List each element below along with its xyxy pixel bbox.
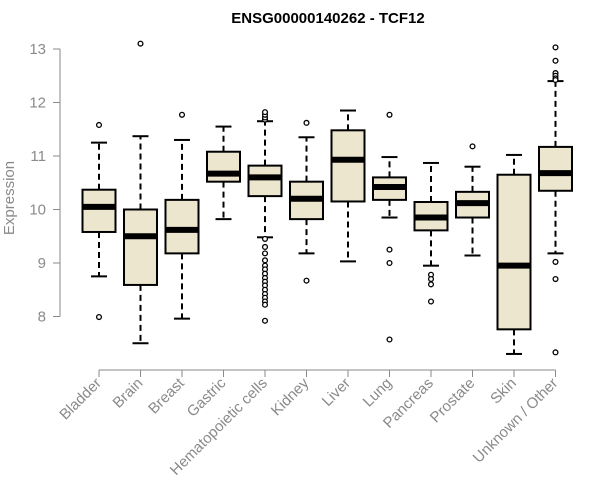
iqr-box [330, 129, 366, 203]
box-brain [123, 40, 158, 345]
x-tick-label: Skin [487, 375, 520, 408]
iqr-box [538, 145, 573, 192]
outlier-point [261, 243, 269, 251]
box-bladder [81, 121, 117, 321]
y-tick-label: 9 [38, 255, 46, 272]
x-tick-label: Bladder [56, 375, 105, 424]
y-tick-label: 13 [29, 41, 46, 58]
outlier-point [552, 275, 559, 283]
outlier-point [303, 119, 310, 126]
outlier-point [427, 298, 435, 305]
outlier-point [178, 111, 186, 118]
iqr-box [496, 173, 532, 331]
box-skin [496, 153, 532, 355]
y-axis: 8 9 10 11 12 13 [29, 41, 61, 326]
outlier-point [261, 235, 269, 242]
iqr-box [247, 164, 283, 198]
outlier-point [95, 313, 103, 321]
outlier-point [303, 277, 310, 284]
y-tick-label: 10 [29, 202, 46, 219]
outlier-point [386, 259, 393, 267]
outlier-point [427, 281, 435, 288]
y-axis-label: Expression [1, 161, 18, 235]
outlier-point [386, 336, 393, 343]
outlier-point [95, 121, 103, 129]
x-tick-label: Lung [360, 375, 396, 411]
box-pancreas [413, 161, 449, 305]
chart-title: ENSG00000140262 - TCF12 [231, 10, 424, 27]
outlier-point [552, 57, 559, 64]
y-tick-label: 12 [29, 95, 46, 112]
outlier-point [261, 250, 269, 257]
y-tick-label: 11 [30, 148, 46, 165]
outlier-point [261, 257, 269, 264]
iqr-box [81, 188, 117, 233]
outlier-point [386, 111, 393, 118]
plot-area [81, 40, 573, 356]
iqr-box [206, 150, 241, 183]
x-tick-label: Brain [110, 375, 147, 412]
outlier-point [427, 275, 435, 283]
box-hematopoietic-cells [247, 109, 283, 324]
outlier-point [261, 317, 269, 324]
outlier-point [137, 40, 144, 47]
box-liver [330, 109, 366, 263]
y-tick-label: 8 [38, 309, 46, 326]
iqr-box [123, 208, 158, 286]
outlier-point [469, 143, 476, 150]
box-kidney [289, 119, 324, 284]
x-tick-label: Liver [319, 375, 354, 410]
x-tick-label: Kidney [268, 374, 313, 419]
outlier-point [552, 258, 559, 265]
outlier-point [386, 246, 393, 253]
outlier-point [552, 349, 559, 356]
box-lung [372, 111, 407, 343]
outlier-point [261, 109, 269, 116]
x-tick-label: Breast [145, 374, 188, 417]
box-prostate [455, 143, 490, 257]
outlier-point [261, 301, 269, 308]
box-gastric [206, 125, 241, 221]
iqr-box [164, 198, 200, 255]
box-unknown-other [538, 44, 573, 356]
box-breast [164, 111, 200, 320]
outlier-point [552, 76, 559, 84]
outlier-point [552, 44, 559, 51]
x-tick-label: Prostate [427, 375, 479, 427]
